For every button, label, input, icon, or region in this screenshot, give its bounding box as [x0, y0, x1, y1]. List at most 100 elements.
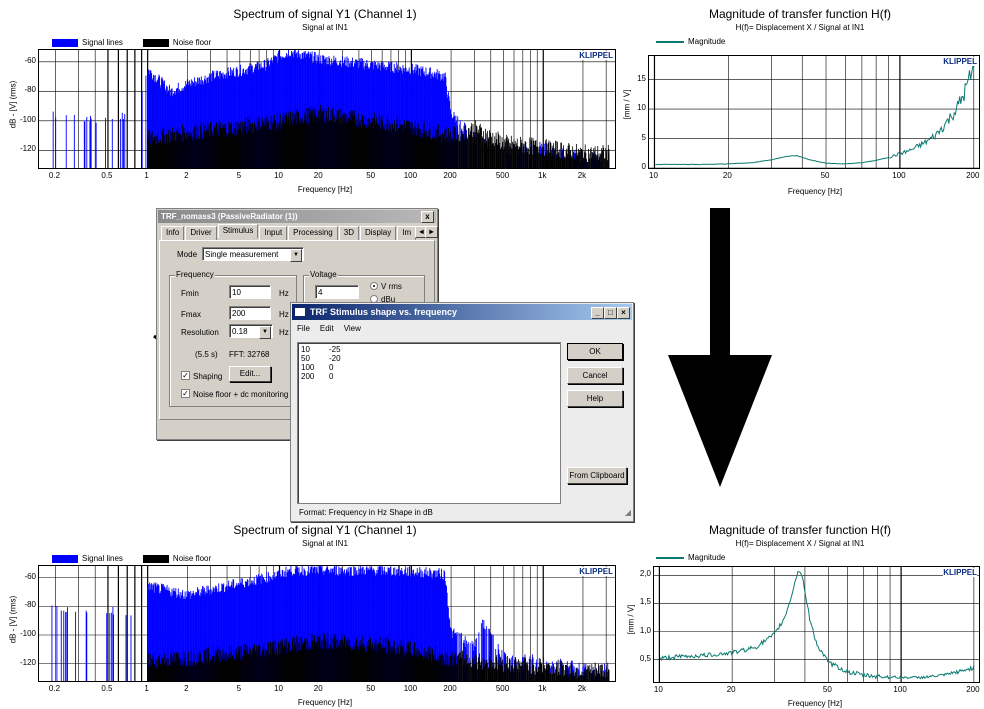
x-axis-label: Frequency [Hz] [297, 698, 353, 707]
y-axis-label: dB - [V] (rms) [8, 80, 18, 129]
legend-swatch-noise [142, 38, 169, 47]
menu-view[interactable]: View [343, 324, 361, 333]
y-tick-label: 0 [641, 162, 646, 171]
stimulus-shape-title: TRF Stimulus shape vs. frequency [310, 307, 458, 317]
spectrum-plot-top-svg [39, 50, 615, 168]
legend-label-signal: Signal lines [82, 38, 123, 47]
tab-stimulus[interactable]: Stimulus [217, 224, 259, 238]
menu-file[interactable]: File [297, 324, 310, 333]
stimulus-shape-window: TRF Stimulus shape vs. frequency _ □ × F… [290, 302, 634, 522]
chart-legend: Signal lines Noise floor [52, 38, 211, 47]
x-tick-label: 0.2 [48, 684, 61, 693]
x-tick-label: 20 [722, 171, 732, 180]
tab-scroll-right-icon[interactable]: ▸ [425, 226, 438, 238]
trf-settings-titlebar[interactable]: TRF_nomass3 (PassiveRadiator (1)) [158, 210, 436, 223]
x-tick-label: 2 [184, 171, 189, 180]
x-tick-label: 100 [403, 684, 418, 693]
y-tick-label: -120 [19, 657, 36, 667]
x-tick-label: 1k [538, 171, 547, 180]
y-tick-label: 10 [637, 103, 646, 113]
vrms-radio[interactable] [370, 282, 378, 290]
tab-driver[interactable]: Driver [185, 226, 217, 240]
shape-table-editor[interactable]: 10 -25 50 -20 100 0 200 0 [297, 342, 561, 504]
cancel-button[interactable]: Cancel [567, 367, 623, 384]
vrms-label: V rms [381, 282, 402, 291]
legend-label-magnitude: Magnitude [688, 37, 726, 46]
y-tick-label: -60 [24, 571, 36, 581]
x-axis-label: Frequency [Hz] [297, 185, 353, 194]
x-axis-label: Frequency [Hz] [787, 699, 843, 708]
legend-label-noise: Noise floor [172, 38, 212, 47]
x-tick-label: 20 [726, 685, 736, 694]
x-tick-label: 10 [274, 171, 283, 180]
brand-logo: KLIPPEL [943, 568, 977, 577]
fmin-input[interactable]: 10 [229, 285, 271, 299]
y-tick-label: 0,5 [639, 653, 651, 663]
menu-bar: File Edit View [297, 324, 361, 333]
brand-logo: KLIPPEL [943, 57, 977, 66]
magnitude-line [659, 571, 975, 680]
help-button[interactable]: Help [567, 390, 623, 407]
tab-im[interactable]: Im [397, 226, 417, 240]
duration-text: (5.5 s) [195, 350, 218, 359]
chart-title: Magnitude of transfer function H(f) [708, 7, 892, 21]
spectrum-plot-bottom: KLIPPEL [38, 565, 616, 682]
x-tick-label: 10 [274, 684, 283, 693]
x-tick-label: 10 [649, 171, 658, 180]
x-tick-label: 1 [144, 684, 149, 693]
close-button[interactable]: × [617, 307, 630, 319]
db-cell: -20 [329, 354, 341, 363]
db-cell: -25 [329, 345, 341, 354]
chart-subtitle: Signal at IN1 [302, 23, 348, 32]
x-tick-label: 20 [313, 171, 323, 180]
chart-title: Spectrum of signal Y1 (Channel 1) [233, 523, 417, 537]
x-tick-label: 1 [144, 171, 149, 180]
resize-grip-icon[interactable]: ◢ [624, 508, 631, 517]
mode-label: Mode [177, 250, 198, 259]
y-axis-label: dB - [V] (rms) [8, 595, 18, 644]
trf-tabs: Info Driver Stimulus Input Processing 3D… [161, 224, 417, 240]
table-row: 100 0 [301, 363, 557, 372]
shaping-checkbox[interactable]: ✓ [181, 371, 190, 380]
voltage-group-label: Voltage [309, 270, 338, 279]
resolution-select[interactable]: 0.18 ▼ [229, 324, 273, 339]
mode-select[interactable]: Single measurement ▼ [202, 247, 304, 262]
ok-button[interactable]: OK [567, 343, 623, 360]
noise-floor-checkbox[interactable]: ✓ [181, 389, 190, 398]
x-tick-label: 50 [366, 171, 376, 180]
x-tick-label: 500 [495, 684, 510, 693]
table-row: 200 0 [301, 372, 557, 381]
chart-legend: Signal lines Noise floor [52, 554, 211, 563]
menu-edit[interactable]: Edit [319, 324, 334, 333]
tab-processing[interactable]: Processing [288, 226, 338, 240]
frequency-group-label: Frequency [175, 270, 215, 279]
tab-info[interactable]: Info [161, 226, 185, 240]
tab-3d[interactable]: 3D [338, 226, 359, 240]
edit-button[interactable]: Edit... [229, 366, 271, 382]
tab-input[interactable]: Input [259, 226, 288, 240]
x-tick-label: 200 [443, 684, 457, 693]
table-row: 10 -25 [301, 345, 557, 354]
from-clipboard-button[interactable]: From Clipboard [567, 467, 627, 484]
close-button[interactable]: x [421, 211, 434, 223]
x-tick-label: 20 [313, 684, 323, 693]
legend-label-noise: Noise floor [172, 554, 212, 563]
legend-swatch-signal [52, 554, 78, 563]
minimize-button[interactable]: _ [591, 307, 604, 319]
y-tick-label: 5 [641, 132, 646, 142]
x-tick-label: 100 [403, 171, 418, 180]
legend-swatch-signal [52, 38, 78, 47]
x-axis-label: Frequency [Hz] [787, 187, 843, 196]
fmax-unit: Hz [279, 310, 289, 319]
freq-cell: 200 [301, 372, 315, 381]
chevron-down-icon[interactable]: ▼ [259, 326, 271, 339]
tab-display[interactable]: Display [359, 226, 397, 240]
chevron-down-icon[interactable]: ▼ [290, 249, 302, 262]
x-tick-label: 5 [236, 684, 242, 693]
voltage-input[interactable]: 4 [315, 285, 359, 299]
stimulus-shape-titlebar[interactable]: TRF Stimulus shape vs. frequency [292, 304, 632, 320]
maximize-button[interactable]: □ [604, 307, 617, 319]
x-tick-label: 50 [820, 171, 830, 180]
fmax-input[interactable]: 200 [229, 306, 271, 320]
x-tick-label: 500 [495, 171, 510, 180]
